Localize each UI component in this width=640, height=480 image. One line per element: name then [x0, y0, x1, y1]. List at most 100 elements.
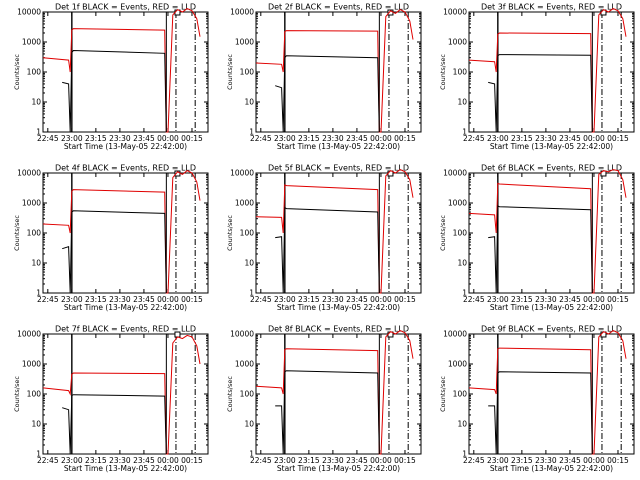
x-tick-label: 22:45: [250, 134, 272, 143]
axes-frame: [255, 11, 422, 133]
x-tick-label: 00:00: [157, 456, 179, 465]
x-tick-label: 00:15: [394, 456, 416, 465]
x-tick-label: 22:45: [463, 295, 485, 304]
x-axis-label: Start Time (13-May-05 22:42:00): [490, 464, 613, 473]
x-tick-label: 22:45: [37, 295, 59, 304]
x-tick-label: 23:45: [346, 295, 368, 304]
series-line-events: [62, 210, 167, 294]
series-line-events: [275, 55, 380, 133]
series-line-lld: [468, 8, 627, 133]
series-line-lld: [468, 330, 627, 455]
y-tick-label: 1000: [448, 199, 467, 208]
chart-panel: Det 5f BLACK = Events, RED = LLD 1 10 100 10…: [226, 164, 422, 312]
axes-frame: [255, 333, 422, 455]
series-line-lld: [42, 334, 201, 455]
x-axis-label: Start Time (13-May-05 22:42:00): [277, 464, 400, 473]
x-tick-label: 22:45: [37, 456, 59, 465]
x-axis-label: Start Time (13-May-05 22:42:00): [277, 303, 400, 312]
y-tick-label: 1: [462, 289, 467, 298]
series-line-lld: [468, 169, 627, 294]
x-axis-label: Start Time (13-May-05 22:42:00): [64, 303, 187, 312]
y-axis-label: Counts/sec: [439, 376, 447, 412]
y-tick-label: 1000: [22, 38, 41, 47]
x-tick-label: 00:15: [607, 295, 629, 304]
y-axis-label: Counts/sec: [13, 376, 21, 412]
series-line-lld: [255, 9, 414, 133]
y-tick-label: 1: [36, 450, 41, 459]
axes-frame: [42, 333, 209, 455]
series-line-events: [488, 371, 593, 455]
x-tick-label: 00:00: [370, 456, 392, 465]
x-tick-label: 00:00: [157, 134, 179, 143]
x-tick-label: 22:45: [463, 134, 485, 143]
chart-title: Det 6f BLACK = Events, RED = LLD: [481, 164, 622, 173]
x-tick-label: 00:00: [583, 295, 605, 304]
x-tick-label: 23:15: [511, 295, 533, 304]
chart-panel: Det 1f BLACK = Events, RED = LLD 1 10 100 10…: [13, 3, 209, 151]
series-line-lld: [255, 169, 414, 294]
y-tick-label: 1000: [235, 38, 254, 47]
y-tick-label: 1000: [22, 360, 41, 369]
x-tick-label: 23:30: [109, 134, 131, 143]
series-line-events: [488, 54, 593, 133]
y-tick-label: 1000: [235, 360, 254, 369]
y-tick-label: 100: [240, 390, 255, 399]
x-tick-label: 23:15: [298, 456, 320, 465]
x-tick-label: 23:45: [559, 456, 581, 465]
x-tick-label: 22:45: [37, 134, 59, 143]
x-tick-label: 23:00: [487, 295, 509, 304]
y-tick-label: 10: [31, 98, 41, 107]
x-tick-label: 00:15: [181, 295, 203, 304]
y-tick-label: 1: [462, 128, 467, 137]
chart-panel: Det 3f BLACK = Events, RED = LLD 1 10 100 10…: [439, 3, 635, 151]
y-tick-label: 100: [27, 68, 42, 77]
series-line-events: [275, 370, 380, 455]
y-tick-label: 100: [240, 68, 255, 77]
x-tick-label: 23:15: [511, 456, 533, 465]
chart-panel: Det 2f BLACK = Events, RED = LLD 1 10 100 10…: [226, 3, 422, 151]
x-tick-label: 23:15: [298, 295, 320, 304]
x-tick-label: 00:00: [583, 134, 605, 143]
y-tick-label: 100: [453, 229, 468, 238]
series-line-lld: [42, 8, 201, 133]
series-line-events: [62, 394, 167, 455]
marker-box: [174, 331, 181, 338]
y-tick-label: 10: [244, 98, 254, 107]
x-tick-label: 23:00: [487, 134, 509, 143]
x-tick-label: 22:45: [250, 295, 272, 304]
y-axis-label: Counts/sec: [13, 54, 21, 90]
x-axis-label: Start Time (13-May-05 22:42:00): [64, 464, 187, 473]
x-tick-label: 00:15: [181, 134, 203, 143]
x-tick-label: 22:45: [463, 456, 485, 465]
y-tick-label: 10000: [17, 169, 41, 178]
chart-title: Det 7f BLACK = Events, RED = LLD: [55, 325, 196, 334]
x-tick-label: 23:30: [535, 134, 557, 143]
series-line-lld: [42, 170, 201, 294]
x-axis-label: Start Time (13-May-05 22:42:00): [490, 303, 613, 312]
x-tick-label: 00:15: [607, 456, 629, 465]
chart-title: Det 5f BLACK = Events, RED = LLD: [268, 164, 409, 173]
chart-panel: Det 7f BLACK = Events, RED = LLD 1 10 100 10…: [13, 325, 209, 473]
chart-panel: Det 6f BLACK = Events, RED = LLD 1 10 100 10…: [439, 164, 635, 312]
y-tick-label: 10000: [17, 8, 41, 17]
y-tick-label: 1: [249, 289, 254, 298]
y-tick-label: 100: [453, 68, 468, 77]
x-tick-label: 23:45: [559, 295, 581, 304]
x-tick-label: 23:30: [535, 456, 557, 465]
y-tick-label: 1000: [22, 199, 41, 208]
x-tick-label: 23:00: [274, 295, 296, 304]
x-axis-label: Start Time (13-May-05 22:42:00): [490, 142, 613, 151]
series-line-events: [62, 49, 167, 133]
x-tick-label: 00:15: [394, 134, 416, 143]
y-axis-label: Counts/sec: [226, 376, 234, 412]
x-tick-label: 23:45: [133, 456, 155, 465]
x-tick-label: 00:15: [607, 134, 629, 143]
x-tick-label: 23:15: [511, 134, 533, 143]
x-tick-label: 23:30: [322, 295, 344, 304]
x-tick-label: 23:30: [109, 456, 131, 465]
x-tick-label: 00:15: [181, 456, 203, 465]
x-tick-label: 00:00: [370, 295, 392, 304]
x-tick-label: 23:45: [559, 134, 581, 143]
y-tick-label: 10000: [443, 169, 467, 178]
axes-frame: [468, 11, 635, 133]
